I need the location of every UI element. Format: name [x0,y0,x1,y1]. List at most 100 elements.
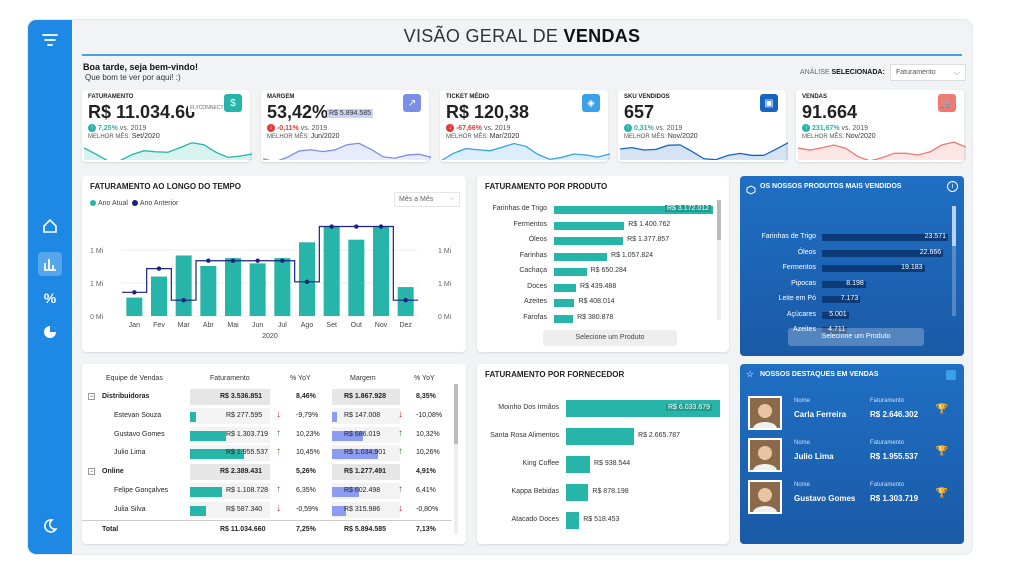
fat-databar [190,505,206,516]
point-previous-year[interactable] [304,279,310,284]
margin-databar [332,430,363,441]
highlight-person[interactable]: Nome Gustavo Gomes Faturamento R$ 1.303.719… [746,478,958,518]
bar[interactable] [822,311,849,319]
expand-toggle-icon[interactable]: − [88,393,95,400]
bar-current[interactable] [373,226,389,316]
kpi-card: MARGEM 53,42% R$ 5.894.585 ↓ -0,11% vs. 201… [261,90,431,162]
bar[interactable] [554,237,624,245]
table-scrollbar[interactable] [454,384,458,534]
bar[interactable] [566,428,635,445]
column-header[interactable]: Faturamento [210,375,250,382]
bar[interactable] [822,234,948,241]
analysis-dropdown[interactable]: Faturamento ⌵ [890,64,966,81]
point-previous-year[interactable] [255,258,260,263]
bar-current[interactable] [299,242,315,316]
kpi-best-value: Nov/2020 [667,133,698,140]
point-previous-year[interactable] [206,258,211,263]
pie-chart-icon[interactable] [38,320,62,344]
period-dropdown[interactable]: Mês a Mês ⌵ [394,192,460,207]
bar-current[interactable] [200,266,217,316]
expand-toggle-icon[interactable]: − [88,468,95,476]
box-icon [746,182,756,195]
bar-chart-icon[interactable] [38,252,62,276]
margin-value: R$ 147.008 [344,411,381,419]
kpi-best-label: MELHOR MÊS: [446,134,489,140]
point-previous-year[interactable] [156,266,162,271]
fat-value: R$ 1.955.537 [226,449,269,457]
expand-icon[interactable] [946,370,956,380]
bar[interactable] [554,268,587,276]
table-group-row[interactable]: − Online R$ 2.389.431 5,26% R$ 1.277.491 4,91… [82,463,452,481]
bar[interactable] [554,299,575,307]
info-icon[interactable]: i [947,181,958,192]
bar-current[interactable] [175,255,192,316]
highlight-person[interactable]: Nome Carla Ferreira Faturamento R$ 2.646.30… [746,394,958,434]
bar[interactable] [822,327,848,334]
filter-menu-icon[interactable] [38,28,62,52]
point-previous-year[interactable] [230,258,236,263]
kpi-compare: vs. 2019 [483,124,511,132]
bar[interactable] [822,280,866,288]
table-row[interactable]: Felipe Gonçalves R$ 1.108.728 ↑ 6,35% R$ 602… [82,482,452,500]
bar[interactable] [566,456,590,473]
bar[interactable] [566,484,589,501]
kpi-best-month: MELHOR MÊS: Nov/2020 [802,133,876,140]
bar-category-label: Atacado Doces [511,516,559,523]
column-header[interactable]: % YoY [414,375,435,382]
bar-category-label: Doces [527,282,547,290]
column-header[interactable]: Equipe de Vendas [106,375,163,382]
bar-value-label: R$ 380.878 [577,313,614,321]
point-previous-year[interactable] [354,224,359,229]
table-row[interactable]: Julia Silva R$ 587.340 ↓ -0,59% R$ 315.986 ↓ -… [82,501,452,519]
bar[interactable] [566,512,580,529]
bar-category-label: Farinhas de Trigo [492,205,547,212]
bar-current[interactable] [126,297,143,316]
bar[interactable] [554,206,713,214]
bar-current[interactable] [323,226,340,316]
point-previous-year[interactable] [132,290,137,295]
scrollbar[interactable] [717,200,721,320]
bar[interactable] [822,265,925,272]
bar-current[interactable] [151,276,167,316]
highlight-person[interactable]: Nome Julio Lima Faturamento R$ 1.955.537 🏆 [746,436,958,476]
y2-tick-label: 0 Mi [438,314,452,321]
bar[interactable] [554,283,577,292]
point-previous-year[interactable] [280,258,285,263]
kpi-sparkline [84,142,252,160]
point-previous-year[interactable] [378,224,384,229]
bar[interactable] [554,221,625,230]
bar-current[interactable] [249,263,266,316]
bar[interactable] [822,249,944,257]
kpi-value: 657 [624,102,655,122]
arrow-up-icon: ↑ [276,484,281,495]
column-header[interactable]: % YoY [290,375,311,382]
column-header[interactable]: Margem [350,375,376,382]
point-previous-year[interactable] [403,298,408,303]
table-row[interactable]: Estevan Souza R$ 277.595 ↓ -9,79% R$ 147.008… [82,407,452,425]
panel-scrollbar[interactable] [952,206,956,316]
table-row[interactable]: Gustavo Gomes R$ 1.303.719 ↑ 10,23% R$ 686.0… [82,426,452,444]
moon-icon[interactable] [38,514,62,538]
margin-yoy-value: 4,91% [416,468,436,476]
bar-current[interactable] [225,258,241,316]
kpi-change-pct: -67,66% [455,124,483,132]
bar-category-label: Azeites [524,298,547,305]
select-product-button[interactable]: Selecione um Produto [543,330,677,346]
home-icon[interactable] [38,214,62,238]
bar-current[interactable] [348,239,365,316]
kpi-change-pct: -0,11% [276,124,299,132]
title-divider [82,54,962,56]
point-previous-year[interactable] [329,224,334,229]
bar[interactable] [822,296,861,303]
select-top-product-button[interactable]: Selecione um Produto [788,328,924,346]
table-group-row[interactable]: − Distribuidoras R$ 3.536.851 8,46% R$ 1.867… [82,388,452,406]
table-row[interactable]: Julio Lima R$ 1.955.537 ↑ 10,45% R$ 1.034.90… [82,444,452,462]
bar[interactable] [554,314,574,323]
dashboard-frame: % VISÃO GERAL DE VENDAS Boa tarde, seja … [28,20,972,554]
greeting-subtitle: Que bom te ver por aqui! :) [85,73,181,82]
bar-value-label: 4.711 [828,326,846,333]
bar[interactable] [554,252,608,261]
percent-icon[interactable]: % [43,290,57,306]
bar-current[interactable] [274,258,291,316]
point-previous-year[interactable] [181,298,186,303]
